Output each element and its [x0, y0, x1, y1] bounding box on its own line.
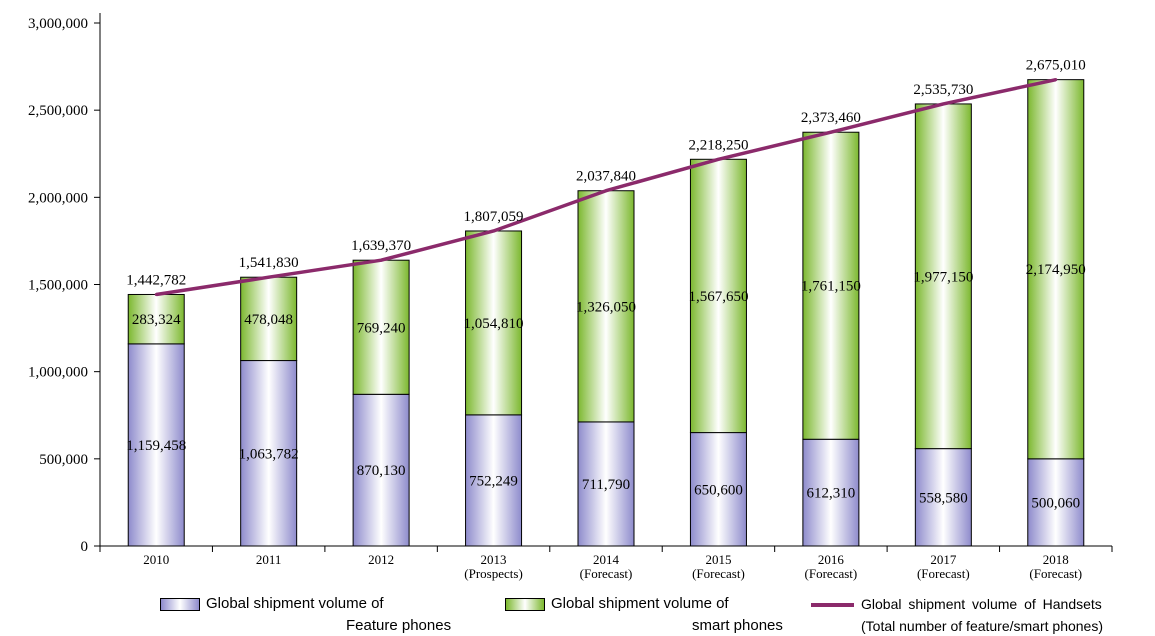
bar-smart-phones [577, 190, 635, 423]
data-label-total: 2,675,010 [1026, 58, 1086, 74]
data-label-total: 1,541,830 [239, 255, 299, 271]
x-tick-label: 2018 (Forecast) [1029, 552, 1082, 581]
legend-swatch-smart-phones [505, 598, 545, 611]
data-label-feature-phones: 650,600 [694, 482, 743, 498]
bar-smart-phones [1027, 79, 1085, 460]
x-tick-label: 2012 [368, 552, 394, 567]
data-label-total: 2,218,250 [688, 137, 748, 153]
x-tick-label: 2011 [256, 552, 282, 567]
bar-feature-phones [465, 414, 523, 547]
y-tick-label: 1,000,000 [28, 365, 88, 381]
bar-feature-phones [802, 438, 860, 547]
bar-smart-phones [127, 293, 185, 345]
data-label-smart-phones: 1,054,810 [464, 316, 524, 332]
data-label-feature-phones: 711,790 [582, 477, 630, 493]
data-label-total: 1,639,370 [351, 238, 411, 254]
data-label-smart-phones: 1,567,650 [688, 289, 748, 305]
data-label-smart-phones: 1,761,150 [801, 279, 861, 295]
y-axis: 0 500,000 1,000,000 1,500,000 2,000,000 2,500… [28, 13, 101, 555]
data-label-total: 2,037,840 [576, 169, 636, 185]
legend-label-feature-phones-line1: Global shipment volume of [206, 595, 384, 612]
line-point-handsets-total [154, 292, 158, 296]
y-tick-label: 500,000 [39, 452, 88, 468]
line-point-handsets-total [716, 157, 720, 161]
x-tick-label: 2013 (Prospects) [464, 552, 523, 581]
legend-label-smart-phones-line1: Global shipment volume of [551, 595, 729, 612]
data-label-smart-phones: 478,048 [244, 312, 293, 328]
y-tick-label: 2,000,000 [28, 190, 88, 206]
data-label-feature-phones: 1,159,458 [126, 438, 186, 454]
total-line [154, 77, 1058, 297]
x-tick-label: 2017 (Forecast) [917, 552, 970, 581]
line-point-handsets-total [604, 189, 608, 193]
bar-feature-phones [240, 360, 298, 547]
line-point-handsets-total [829, 130, 833, 134]
x-tick-label: 2016 (Forecast) [805, 552, 858, 581]
data-label-feature-phones: 752,249 [469, 473, 518, 489]
bar-feature-phones [689, 432, 747, 547]
line-point-handsets-total [941, 102, 945, 106]
legend: Global shipment volume of Feature phones… [0, 594, 1155, 636]
data-label-smart-phones: 2,174,950 [1026, 262, 1086, 278]
data-label-feature-phones: 612,310 [807, 486, 856, 502]
bar-smart-phones [352, 259, 410, 395]
data-label-total: 2,373,460 [801, 110, 861, 126]
y-tick-label: 2,500,000 [28, 103, 88, 119]
y-tick-label: 3,000,000 [28, 16, 88, 32]
data-labels: 1,159,458 283,324 1,442,782 1,063,782 478,04… [126, 58, 1086, 512]
data-label-feature-phones: 870,130 [357, 463, 406, 479]
bar-smart-phones [240, 276, 298, 362]
data-label-total: 1,807,059 [464, 209, 524, 225]
legend-label-handsets-line2: (Total number of feature/smart phones) [861, 618, 1104, 634]
y-tick-label: 0 [81, 539, 89, 555]
x-tick-label: 2014 (Forecast) [580, 552, 633, 581]
bar-feature-phones [577, 421, 635, 547]
bar-smart-phones [802, 131, 860, 440]
data-label-smart-phones: 769,240 [357, 320, 406, 336]
y-tick-label: 1,500,000 [28, 278, 88, 294]
bar-smart-phones [689, 158, 747, 434]
chart: 0 500,000 1,000,000 1,500,000 2,000,000 2,500… [28, 13, 1113, 581]
bars [127, 79, 1085, 547]
bar-feature-phones [1027, 458, 1085, 547]
line-point-handsets-total [379, 258, 383, 262]
bar-smart-phones [465, 230, 523, 416]
data-label-feature-phones: 500,060 [1031, 495, 1080, 511]
data-label-smart-phones: 1,977,150 [913, 269, 973, 285]
data-label-total: 1,442,782 [126, 272, 186, 288]
data-label-feature-phones: 1,063,782 [239, 446, 299, 462]
legend-label-feature-phones-line2: Feature phones [346, 617, 452, 634]
data-label-total: 2,535,730 [913, 82, 973, 98]
legend-label-smart-phones-line2: smart phones [692, 617, 783, 634]
bar-feature-phones [352, 393, 410, 547]
legend-swatch-feature-phones [160, 598, 200, 611]
data-label-smart-phones: 283,324 [132, 312, 181, 328]
legend-label-handsets-line1: Global shipment volume of Handsets [861, 596, 1102, 612]
x-tick-label: 2010 [143, 552, 169, 567]
legend-line-handsets-total [811, 603, 854, 607]
data-label-smart-phones: 1,326,050 [576, 299, 636, 315]
data-label-feature-phones: 558,580 [919, 490, 968, 506]
x-axis: 2010 2011 2012 2013 (Prospects) 2014 (Forecast… [99, 545, 1113, 581]
line-point-handsets-total [267, 275, 271, 279]
x-tick-label: 2015 (Forecast) [692, 552, 745, 581]
line-point-handsets-total [1054, 78, 1058, 82]
line-point-handsets-total [492, 229, 496, 233]
bar-smart-phones [914, 103, 972, 450]
